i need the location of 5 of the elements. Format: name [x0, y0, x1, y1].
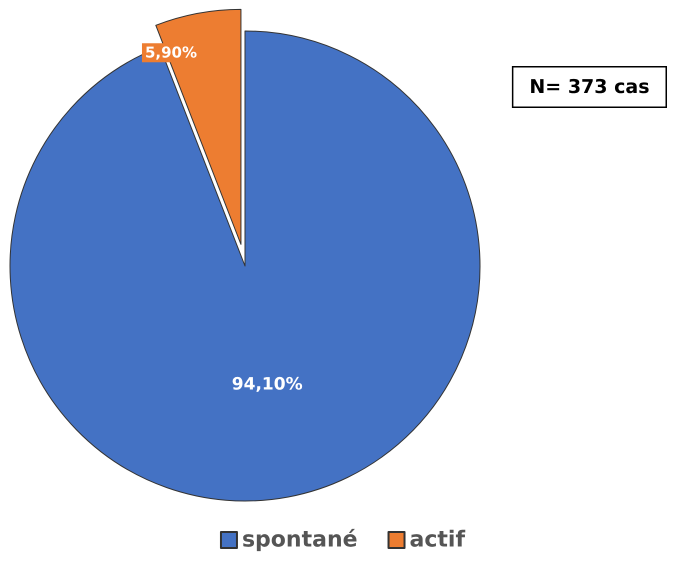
data-label: 5,90% — [144, 44, 198, 62]
text: N= 373 cas — [529, 76, 650, 98]
data-label: 94,10% — [232, 374, 303, 394]
legend-label: spontané — [242, 528, 358, 552]
legend-label: actif — [410, 528, 466, 552]
